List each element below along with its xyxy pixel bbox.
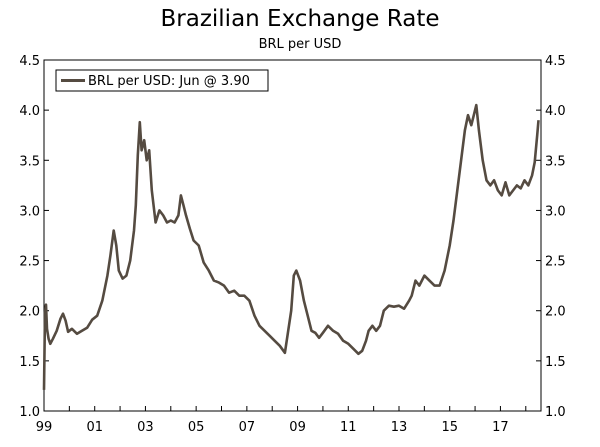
- x-tick-label: 17: [492, 420, 509, 435]
- y-tick-label-right: 2.0: [545, 305, 566, 320]
- legend-label: BRL per USD: Jun @ 3.90: [88, 74, 250, 89]
- y-tick-label-left: 1.5: [19, 355, 40, 370]
- x-tick-label: 01: [86, 420, 103, 435]
- y-axis-left: 1.0 1.5 2.0 2.5 3.0 3.5 4.0 4.5: [19, 54, 49, 420]
- chart-title: Brazilian Exchange Rate: [160, 6, 440, 32]
- plot-frame: [43, 59, 542, 412]
- series-line-brl-per-usd: [42, 103, 540, 390]
- legend: BRL per USD: Jun @ 3.90: [55, 69, 269, 92]
- chart-subtitle: BRL per USD: [258, 37, 342, 52]
- y-tick-label-left: 2.5: [19, 255, 40, 270]
- x-tick-label: 15: [441, 420, 458, 435]
- x-tick-label: 05: [188, 420, 205, 435]
- y-tick-label-right: 4.0: [545, 104, 566, 119]
- x-tick-label: 09: [289, 420, 306, 435]
- y-tick-label-left: 4.0: [19, 104, 40, 119]
- y-tick-label-left: 3.0: [19, 204, 40, 219]
- series-group: [42, 103, 540, 390]
- y-tick-label-left: 4.5: [19, 54, 40, 69]
- x-tick-label: 07: [239, 420, 256, 435]
- y-tick-label-right: 3.0: [545, 204, 566, 219]
- x-tick-label: 99: [36, 420, 53, 435]
- x-tick-label: 03: [137, 420, 154, 435]
- y-tick-label-left: 1.0: [19, 405, 40, 420]
- y-tick-label-right: 4.5: [545, 54, 566, 69]
- y-tick-label-left: 3.5: [19, 154, 40, 169]
- legend-box: [55, 69, 269, 92]
- x-axis: 99 01 03 05 07 09 11 13 15 17: [36, 406, 527, 435]
- y-tick-label-right: 2.5: [545, 255, 566, 270]
- x-tick-label: 11: [340, 420, 357, 435]
- x-tick-label: 13: [391, 420, 408, 435]
- y-tick-label-left: 2.0: [19, 305, 40, 320]
- y-tick-label-right: 3.5: [545, 154, 566, 169]
- y-tick-label-right: 1.0: [545, 405, 566, 420]
- y-tick-label-right: 1.5: [545, 355, 566, 370]
- y-axis-right: 1.0 1.5 2.0 2.5 3.0 3.5 4.0 4.5: [536, 54, 566, 420]
